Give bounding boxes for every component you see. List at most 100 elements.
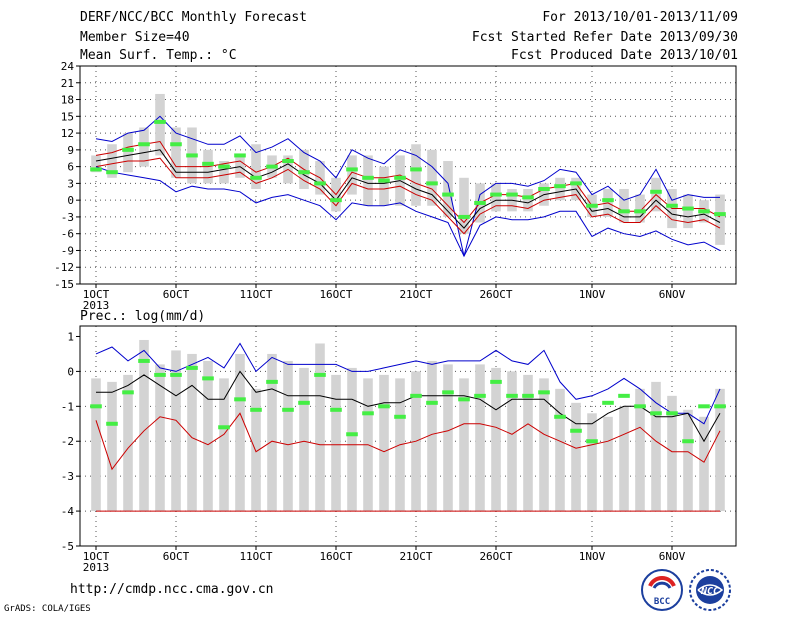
prec-green-marker — [602, 400, 614, 405]
prec-green-marker — [298, 400, 310, 405]
prec-box — [139, 339, 149, 512]
prec-green-marker — [650, 411, 662, 416]
temp-green-marker — [314, 181, 326, 186]
prec-green-marker — [330, 407, 342, 412]
temp-box — [347, 155, 357, 195]
temp-x-tick-label: 26OCT — [479, 288, 512, 301]
temp-box — [491, 183, 501, 212]
prec-y-tick-label: -1 — [61, 400, 74, 413]
prec-box — [523, 374, 533, 512]
temp-green-marker — [106, 170, 118, 175]
temp-box — [715, 194, 725, 245]
temp-box — [523, 188, 533, 212]
prec-max-line — [95, 342, 721, 425]
prec-box — [171, 350, 181, 512]
temp-box — [427, 149, 437, 206]
prec-box — [187, 353, 197, 512]
temp-green-marker — [554, 184, 566, 189]
prec-box — [715, 388, 725, 512]
temp-y-tick-label: -3 — [61, 211, 74, 224]
prec-y-tick-label: 1 — [67, 330, 74, 343]
prec-box — [203, 360, 213, 512]
prec-green-marker — [106, 421, 118, 426]
prec-x-tick-label: 21OCT — [399, 550, 432, 563]
prec-box — [507, 371, 517, 512]
prec-green-marker — [250, 407, 262, 412]
prec-box — [107, 381, 117, 512]
prec-green-marker — [362, 411, 374, 416]
temp-green-marker — [570, 181, 582, 186]
temp-y-tick-label: 15 — [61, 110, 74, 123]
temp-x-tick-label: 21OCT — [399, 288, 432, 301]
temp-box — [443, 161, 453, 217]
temp-x-tick-label: 1NOV — [579, 288, 606, 301]
temp-box — [459, 177, 469, 234]
prec-green-marker — [490, 379, 502, 384]
temp-green-marker — [698, 209, 710, 214]
prec-box — [587, 413, 597, 512]
temp-y-tick-label: 24 — [61, 60, 75, 73]
temp-y-tick-label: 3 — [67, 177, 74, 190]
temp-box — [107, 144, 117, 178]
temp-green-marker — [410, 167, 422, 172]
source-url[interactable]: http://cmdp.ncc.cma.gov.cn — [70, 582, 274, 597]
prec-box — [331, 374, 341, 512]
temp-green-marker — [618, 209, 630, 214]
temp-x-tick-label: 1OCT — [83, 288, 110, 301]
temp-max-line — [95, 115, 720, 257]
temp-x-tick-label: 11OCT — [239, 288, 272, 301]
temp-green-marker — [90, 167, 102, 172]
temp-box — [379, 166, 389, 206]
prec-box — [667, 395, 677, 512]
prec-green-marker — [234, 397, 246, 402]
prec-box — [443, 364, 453, 512]
temp-green-marker — [490, 192, 502, 197]
prec-green-marker — [442, 390, 454, 395]
temp-x-tick-label: 6NOV — [659, 288, 686, 301]
temp-lower-line — [95, 157, 721, 235]
bcc-logo: BCC — [641, 569, 683, 611]
temp-green-marker — [714, 212, 726, 217]
prec-y-tick-label: -3 — [61, 470, 74, 483]
temp-green-marker — [138, 142, 150, 147]
temp-y-tick-label: -15 — [54, 278, 74, 291]
prec-green-marker — [410, 393, 422, 398]
chart-title: DERF/NCC/BCC Monthly Forecast — [80, 10, 307, 25]
temp-box — [363, 155, 373, 206]
fcst-started-date: Fcst Started Refer Date 2013/09/30 — [471, 30, 738, 45]
prec-green-marker — [202, 376, 214, 381]
prec-green-marker — [186, 365, 198, 370]
ncc-logo: NCC — [689, 569, 731, 611]
forecast-period: For 2013/10/01-2013/11/09 — [542, 10, 738, 25]
prec-x-tick-label: 6OCT — [163, 550, 190, 563]
temp-green-marker — [586, 203, 598, 208]
temp-green-marker — [682, 206, 694, 211]
temp-x-tick-label: 16OCT — [319, 288, 352, 301]
prec-x-tick-label: 1NOV — [579, 550, 606, 563]
temp-green-marker — [442, 192, 454, 197]
prec-green-marker — [506, 393, 518, 398]
prec-box — [315, 343, 325, 512]
prec-box — [683, 409, 693, 512]
prec-y-tick-label: 0 — [67, 365, 74, 378]
temp-y-tick-label: 0 — [67, 194, 74, 207]
temp-box — [411, 144, 421, 206]
prec-panel-label: Prec.: log(mm/d) — [80, 309, 205, 324]
temp-y-tick-label: -9 — [61, 244, 74, 257]
prec-green-marker — [266, 379, 278, 384]
prec-green-marker — [666, 411, 678, 416]
temp-green-marker — [474, 200, 486, 205]
prec-box — [539, 378, 549, 512]
temp-green-marker — [154, 119, 166, 124]
prec-green-marker — [458, 397, 470, 402]
temp-green-marker — [186, 153, 198, 158]
prec-green-marker — [346, 432, 358, 437]
prec-green-marker — [554, 414, 566, 419]
prec-green-marker — [378, 404, 390, 409]
prec-y-tick-label: -2 — [61, 435, 74, 448]
temp-x-tick-label: 6OCT — [163, 288, 190, 301]
temp-green-marker — [250, 175, 262, 180]
temp-green-marker — [266, 164, 278, 169]
